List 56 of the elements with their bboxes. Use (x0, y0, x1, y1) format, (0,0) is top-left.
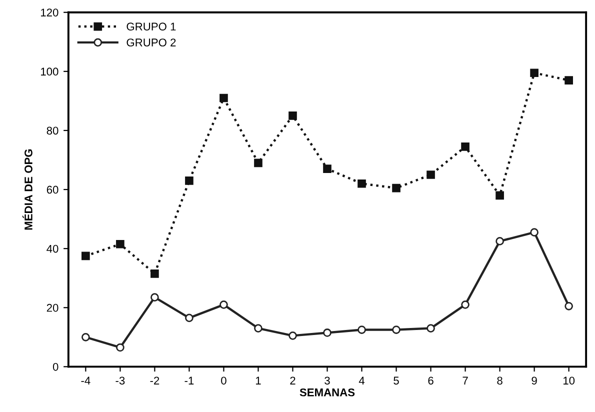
point (116, 240, 124, 248)
x-tick-label: 10 (563, 376, 575, 385)
x-tick-label: -1 (184, 376, 194, 384)
x-tick-label: 7 (462, 376, 468, 384)
point (254, 158, 262, 168)
point (392, 184, 400, 192)
x-tick-label: 5 (394, 376, 399, 385)
point (288, 112, 297, 120)
point (496, 191, 504, 200)
x-tick-label: 6 (428, 376, 434, 385)
x-tick-label: 8 (497, 376, 502, 385)
point (461, 142, 470, 151)
point (323, 328, 332, 337)
point (564, 76, 573, 84)
x-tick-label: -4 (81, 376, 90, 384)
x-tick-label: 4 (358, 376, 365, 384)
y-tick-label: 40 (46, 244, 58, 253)
point (426, 170, 435, 179)
y-tick-label: 20 (46, 304, 58, 312)
x-axis-title: SEMANAS (300, 388, 355, 396)
legend-label: GRUPO 2 (126, 38, 176, 46)
point (185, 314, 194, 322)
y-tick-label: 0 (52, 362, 58, 371)
x-tick-label: -2 (150, 376, 160, 384)
point (82, 252, 90, 260)
point (116, 343, 124, 352)
point (426, 324, 435, 332)
point (220, 94, 228, 102)
x-tick-label: 2 (290, 376, 296, 384)
point (530, 68, 538, 78)
point (358, 179, 366, 188)
point (150, 293, 159, 302)
point (220, 300, 228, 309)
x-tick-label: 1 (256, 376, 261, 384)
legend-label: GRUPO 1 (126, 22, 176, 31)
point (358, 326, 366, 334)
point (150, 270, 159, 278)
point (564, 302, 573, 310)
x-tick-label: -3 (116, 376, 125, 385)
point (82, 332, 90, 342)
x-tick-label: 9 (532, 376, 537, 385)
point (530, 228, 538, 236)
x-tick-label: 3 (324, 376, 330, 385)
point (461, 300, 470, 309)
y-tick-label: 120 (41, 8, 58, 16)
point (392, 326, 400, 334)
y-tick-label: 100 (41, 68, 58, 76)
y-tick-label: 80 (46, 126, 58, 135)
point (496, 237, 504, 246)
point (185, 176, 194, 185)
point (288, 332, 297, 340)
y-axis-title: MÉDIA DE OPG (22, 149, 32, 230)
point (254, 324, 262, 332)
y-tick-label: 60 (46, 186, 58, 194)
point (323, 164, 332, 174)
x-tick-label: 0 (221, 376, 226, 385)
